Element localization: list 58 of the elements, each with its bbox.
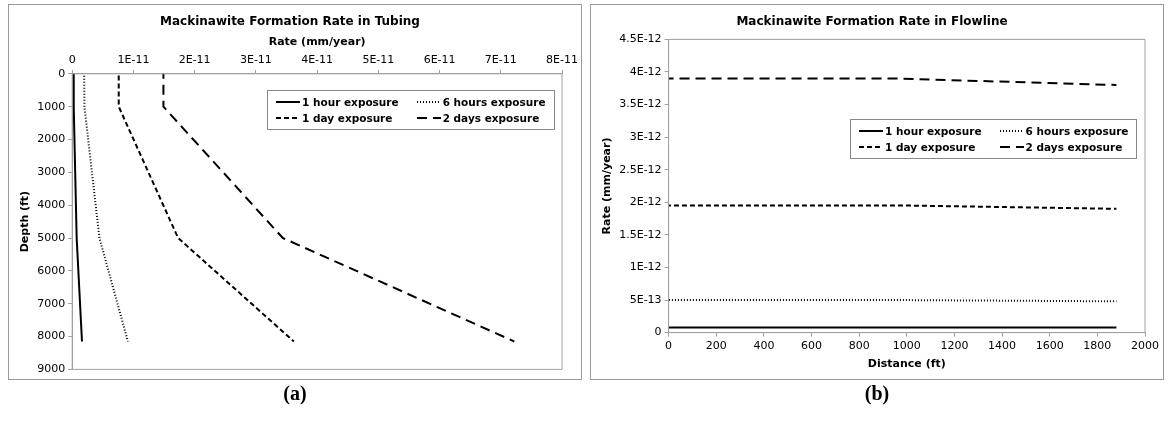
- x-tick-label: 0: [68, 53, 76, 67]
- y-tick-label: 5E-13: [629, 292, 662, 306]
- y-tick-label: 9000: [37, 362, 66, 376]
- x-axis-title: Rate (mm/year): [268, 34, 366, 48]
- legend-label: 6 hours exposure: [441, 95, 546, 108]
- y-tick-label: 2000: [37, 132, 66, 146]
- legend-label: 1 hour exposure: [301, 95, 399, 108]
- x-tick-label: 7E-11: [484, 53, 517, 67]
- y-tick-label: 3.5E-12: [619, 97, 662, 111]
- x-axis-title: Distance (ft): [867, 357, 946, 371]
- y-tick-label: 0: [654, 325, 662, 339]
- legend-label: 2 days exposure: [1024, 140, 1124, 153]
- legend-label: 1 day exposure: [884, 140, 977, 153]
- x-tick-label: 3E-11: [239, 53, 272, 67]
- chart-title: Mackinawite Formation Rate in Flowline: [736, 14, 1008, 29]
- x-tick-label: 1400: [988, 339, 1017, 353]
- x-tick-label: 1E-11: [117, 53, 150, 67]
- y-tick-label: 3000: [37, 165, 66, 179]
- x-tick-label: 800: [848, 339, 870, 353]
- y-axis-title: Rate (mm/year): [600, 137, 614, 235]
- y-tick-label: 5000: [37, 230, 66, 244]
- x-tick-label: 2E-11: [178, 53, 211, 67]
- y-tick-label: 3E-12: [629, 129, 662, 143]
- x-tick-label: 1600: [1035, 339, 1064, 353]
- legend-label: 2 days exposure: [441, 111, 541, 124]
- x-tick-label: 5E-11: [362, 53, 395, 67]
- y-tick-label: 2E-12: [629, 195, 662, 209]
- y-tick-label: 4000: [37, 198, 66, 212]
- y-tick-label: 1.5E-12: [619, 227, 662, 241]
- x-tick-label: 1200: [940, 339, 969, 353]
- y-tick-label: 4.5E-12: [619, 32, 662, 46]
- line-series: [83, 73, 129, 343]
- y-tick-label: 0: [58, 66, 66, 80]
- y-tick-label: 7000: [37, 296, 66, 310]
- text: (a): [282, 382, 308, 405]
- y-tick-label: 2.5E-12: [619, 162, 662, 176]
- y-tick-label: 1E-12: [629, 260, 662, 274]
- x-tick-label: 600: [801, 339, 823, 353]
- x-tick-label: 4E-11: [301, 53, 334, 67]
- x-tick-label: 1800: [1083, 339, 1112, 353]
- line-series: [117, 73, 295, 343]
- text: (b): [863, 382, 891, 405]
- x-tick-label: 6E-11: [423, 53, 456, 67]
- y-tick-label: 1000: [37, 99, 66, 113]
- x-tick-label: 1000: [892, 339, 921, 353]
- x-tick-label: 400: [753, 339, 775, 353]
- y-tick-label: 4E-12: [629, 64, 662, 78]
- x-tick-label: 0: [665, 339, 673, 353]
- x-tick-label: 8E-11: [546, 53, 578, 67]
- legend-label: 1 hour exposure: [884, 124, 982, 137]
- y-tick-label: 8000: [37, 329, 66, 343]
- x-tick-label: 200: [705, 339, 727, 353]
- chart-title: Mackinawite Formation Rate in Tubing: [160, 14, 420, 29]
- legend-label: 6 hours exposure: [1024, 124, 1129, 137]
- legend-label: 1 day exposure: [301, 111, 394, 124]
- y-axis-title: Depth (ft): [18, 190, 32, 253]
- y-tick-label: 6000: [37, 263, 66, 277]
- x-tick-label: 2000: [1131, 339, 1159, 353]
